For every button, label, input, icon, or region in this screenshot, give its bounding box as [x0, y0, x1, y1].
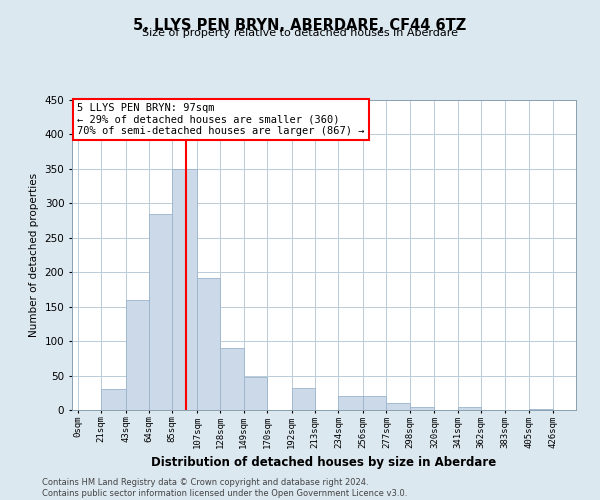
X-axis label: Distribution of detached houses by size in Aberdare: Distribution of detached houses by size …: [151, 456, 497, 469]
Bar: [529, 408, 553, 410]
Bar: [149, 214, 172, 410]
Bar: [172, 169, 197, 410]
Bar: [386, 403, 410, 410]
Bar: [125, 300, 149, 410]
Bar: [220, 348, 244, 410]
Bar: [338, 396, 363, 410]
Bar: [363, 396, 386, 410]
Bar: [244, 377, 267, 410]
Bar: [292, 388, 315, 410]
Bar: [410, 406, 434, 410]
Text: Contains HM Land Registry data © Crown copyright and database right 2024.
Contai: Contains HM Land Registry data © Crown c…: [42, 478, 407, 498]
Bar: [458, 406, 481, 410]
Text: Size of property relative to detached houses in Aberdare: Size of property relative to detached ho…: [142, 28, 458, 38]
Text: 5 LLYS PEN BRYN: 97sqm
← 29% of detached houses are smaller (360)
70% of semi-de: 5 LLYS PEN BRYN: 97sqm ← 29% of detached…: [77, 103, 365, 136]
Text: 5, LLYS PEN BRYN, ABERDARE, CF44 6TZ: 5, LLYS PEN BRYN, ABERDARE, CF44 6TZ: [133, 18, 467, 32]
Bar: [197, 278, 220, 410]
Y-axis label: Number of detached properties: Number of detached properties: [29, 173, 39, 337]
Bar: [101, 390, 125, 410]
